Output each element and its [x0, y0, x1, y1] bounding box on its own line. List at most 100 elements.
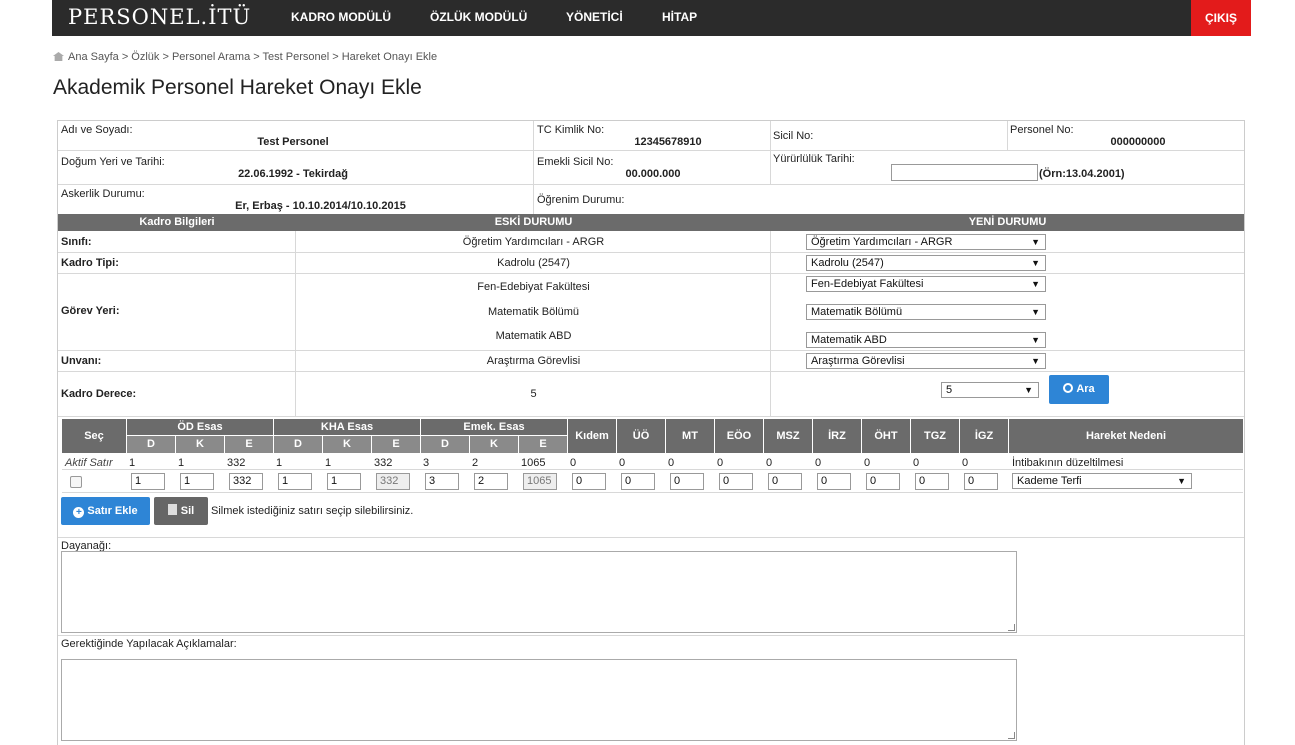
input-cell-7[interactable]: 2: [474, 473, 508, 490]
input-cell-14[interactable]: 0: [817, 473, 851, 490]
aciklama-textarea[interactable]: [61, 659, 1017, 741]
active-row-label: Aktif Satır: [65, 457, 113, 469]
sinif-old: Öğretim Yardımcıları - ARGR: [462, 236, 605, 248]
active-cell-3: 1: [276, 457, 283, 469]
active-cell-0: 1: [129, 457, 136, 469]
yeni-durumu-header: YENİ DURUMU: [968, 216, 1047, 228]
chevron-down-icon: ▼: [1031, 335, 1040, 345]
breadcrumb-text[interactable]: Ana Sayfa > Özlük > Personel Arama > Tes…: [68, 51, 438, 63]
active-cell-9: 0: [570, 457, 577, 469]
breadcrumb: Ana Sayfa > Özlük > Personel Arama > Tes…: [53, 51, 437, 63]
kadro-tipi-label: Kadro Tipi:: [61, 257, 119, 269]
personel-no-label: Personel No:: [1010, 124, 1074, 136]
input-cell-0[interactable]: 1: [131, 473, 165, 490]
input-cell-16[interactable]: 0: [915, 473, 949, 490]
sicil-label: Sicil No:: [773, 130, 814, 142]
yururluk-date-input[interactable]: [891, 164, 1038, 181]
nav-ozluk-modulu[interactable]: ÖZLÜK MODÜLÜ: [430, 10, 528, 24]
yururluk-example: (Örn:13.04.2001): [1039, 168, 1125, 180]
resize-handle-icon[interactable]: [1008, 732, 1015, 739]
trash-icon: [167, 504, 177, 515]
input-cell-17[interactable]: 0: [964, 473, 998, 490]
nav-hitap[interactable]: HİTAP: [662, 10, 698, 24]
active-cell-10: 0: [619, 457, 626, 469]
active-cell-14: 0: [815, 457, 822, 469]
plus-circle-icon: +: [73, 507, 85, 518]
dayanak-textarea[interactable]: [61, 551, 1017, 633]
abd-select[interactable]: Matematik ABD ▼: [806, 332, 1046, 348]
logout-button[interactable]: ÇIKIŞ: [1191, 0, 1251, 36]
personel-no-value: 000000000: [1110, 136, 1166, 148]
unvan-label: Unvanı:: [61, 355, 102, 367]
active-cell-2: 332: [227, 457, 246, 469]
delete-hint: Silmek istediğiniz satırı seçip silebili…: [211, 505, 414, 517]
input-cell-9[interactable]: 0: [572, 473, 606, 490]
add-row-button[interactable]: + Satır Ekle: [61, 497, 150, 525]
input-cell-11[interactable]: 0: [670, 473, 704, 490]
unvan-select[interactable]: Araştırma Görevlisi ▼: [806, 353, 1046, 369]
askerlik-value: Er, Erbaş - 10.10.2014/10.10.2015: [235, 200, 406, 212]
gorev-old-bolum: Matematik Bölümü: [487, 306, 580, 318]
active-cell-16: 0: [913, 457, 920, 469]
kadro-derece-label: Kadro Derece:: [61, 388, 137, 400]
eski-durumu-header: ESKİ DURUMU: [494, 216, 573, 228]
aciklama-label: Gerektiğinde Yapılacak Açıklamalar:: [61, 638, 237, 650]
delete-row-button[interactable]: Sil: [154, 497, 208, 525]
nav-yonetici[interactable]: YÖNETİCİ: [566, 10, 623, 24]
chevron-down-icon: ▼: [1031, 307, 1040, 317]
birth-value: 22.06.1992 - Tekirdağ: [238, 168, 348, 180]
col-header-5: İRZ: [813, 419, 861, 453]
chevron-down-icon: ▼: [1031, 356, 1040, 366]
kadro-derece-old: 5: [530, 388, 537, 400]
derece-select[interactable]: 5 ▼: [941, 382, 1039, 398]
input-cell-13[interactable]: 0: [768, 473, 802, 490]
yururluk-label: Yürürlülük Tarihi:: [773, 153, 855, 165]
resize-handle-icon[interactable]: [1008, 624, 1015, 631]
movement-form: Adı ve Soyadı: Test Personel TC Kimlik N…: [57, 120, 1245, 745]
input-cell-12[interactable]: 0: [719, 473, 753, 490]
col-header-4: MSZ: [764, 419, 812, 453]
input-cell-15[interactable]: 0: [866, 473, 900, 490]
sub-header-1: K: [176, 436, 224, 453]
col-header-2: MT: [666, 419, 714, 453]
search-button[interactable]: Ara: [1049, 375, 1109, 404]
chevron-down-icon: ▼: [1031, 258, 1040, 268]
active-cell-12: 0: [717, 457, 724, 469]
input-cell-6[interactable]: 3: [425, 473, 459, 490]
name-label: Adı ve Soyadı:: [61, 124, 133, 136]
sinif-select[interactable]: Öğretim Yardımcıları - ARGR ▼: [806, 234, 1046, 250]
emek-esas-header: Emek. Esas: [421, 419, 567, 435]
fakulte-select[interactable]: Fen-Edebiyat Fakültesi ▼: [806, 276, 1046, 292]
page-title: Akademik Personel Hareket Onayı Ekle: [53, 76, 422, 99]
sub-header-0: D: [127, 436, 175, 453]
hareket-nedeni-select[interactable]: Kademe Terfi ▼: [1012, 473, 1192, 489]
kadro-tipi-old: Kadrolu (2547): [497, 257, 570, 269]
unvan-old: Araştırma Görevlisi: [486, 355, 581, 367]
col-header-7: TGZ: [911, 419, 959, 453]
search-icon: [1063, 383, 1074, 393]
hareket-nedeni-header: Hareket Nedeni: [1009, 419, 1243, 453]
nav-kadro-modulu[interactable]: KADRO MODÜLÜ: [291, 10, 391, 24]
active-cell-11: 0: [668, 457, 675, 469]
input-cell-5: 332: [376, 473, 410, 490]
bolum-select[interactable]: Matematik Bölümü ▼: [806, 304, 1046, 320]
gorev-old-fakulte: Fen-Edebiyat Fakültesi: [477, 281, 590, 293]
active-reason: İntibakının düzeltilmesi: [1012, 457, 1124, 469]
input-cell-1[interactable]: 1: [180, 473, 214, 490]
input-cell-3[interactable]: 1: [278, 473, 312, 490]
kadro-table-header: Kadro Bilgileri ESKİ DURUMU YENİ DURUMU: [58, 214, 1244, 231]
chevron-down-icon: ▼: [1031, 279, 1040, 289]
kadro-tipi-select[interactable]: Kadrolu (2547) ▼: [806, 255, 1046, 271]
sub-header-4: K: [323, 436, 371, 453]
gorev-yeri-label: Görev Yeri:: [61, 305, 120, 317]
app-logo[interactable]: PERSONEL.İTÜ: [68, 5, 252, 29]
input-cell-4[interactable]: 1: [327, 473, 361, 490]
active-cell-15: 0: [864, 457, 871, 469]
emekli-sicil-value: 00.000.000: [625, 168, 681, 180]
dayanak-label: Dayanağı:: [61, 540, 112, 552]
input-cell-2[interactable]: 332: [229, 473, 263, 490]
home-icon[interactable]: [53, 52, 64, 61]
row-select-checkbox[interactable]: [70, 476, 82, 488]
sub-header-7: K: [470, 436, 518, 453]
input-cell-10[interactable]: 0: [621, 473, 655, 490]
